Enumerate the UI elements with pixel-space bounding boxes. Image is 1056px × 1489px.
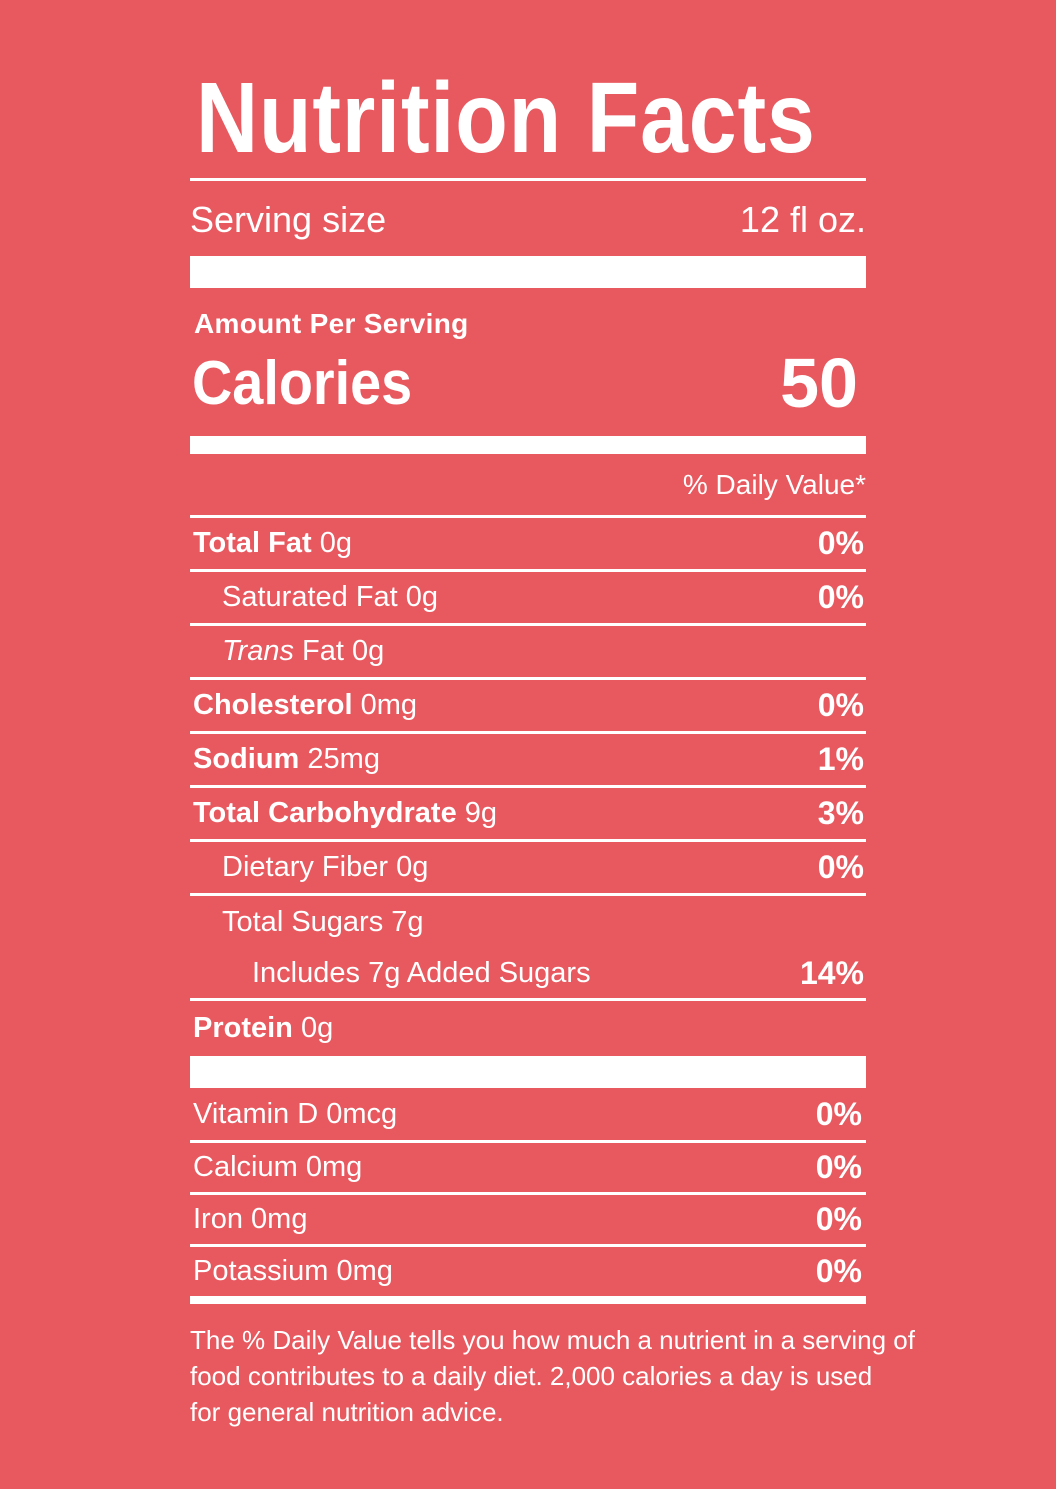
vitamin-name: Potassium <box>193 1255 329 1287</box>
nutrient-name: Total Carbohydrate <box>193 797 457 829</box>
vitamin-amount: 0mg <box>251 1203 308 1235</box>
nutrient-name: Saturated Fat <box>222 581 398 613</box>
divider <box>190 1140 866 1143</box>
medium-divider <box>190 1296 866 1304</box>
nutrient-name-suffix: Fat <box>302 635 344 667</box>
vitamin-dv: 0% <box>815 1201 862 1237</box>
nutrient-name: Cholesterol <box>193 689 353 721</box>
divider <box>190 839 866 842</box>
nutrient-amount: 0g <box>300 1011 334 1044</box>
label-title: Nutrition Facts <box>196 62 816 174</box>
calories-label: Calories <box>192 348 413 418</box>
divider <box>190 569 866 572</box>
nutrition-facts-label: Nutrition Facts Serving size 12 fl oz. A… <box>190 62 915 1430</box>
calories-value: 50 <box>780 344 858 422</box>
nutrient-row-total-sugars: Total Sugars 7g <box>190 896 866 948</box>
nutrient-name: Includes 7g Added Sugars <box>252 956 591 989</box>
nutrient-name: Dietary Fiber <box>222 851 388 883</box>
nutrient-amount: 9g <box>464 797 498 829</box>
divider <box>190 178 866 181</box>
nutrient-amount: 0g <box>396 851 429 883</box>
nutrient-name: Sodium <box>193 743 300 775</box>
nutrient-row-trans-fat: Trans Fat 0g <box>190 626 866 677</box>
serving-size-value: 12 fl oz. <box>739 198 866 240</box>
nutrient-row-saturated-fat: Saturated Fat 0g 0% <box>190 572 866 623</box>
divider <box>190 515 866 518</box>
nutrient-name: Total Fat <box>193 527 312 559</box>
nutrient-amount: 0g <box>319 527 353 559</box>
vitamin-name: Iron <box>193 1203 243 1235</box>
nutrient-row-added-sugars: Includes 7g Added Sugars 14% <box>190 948 866 998</box>
vitamin-row-vitamin-d: Vitamin D 0mcg 0% <box>190 1088 866 1140</box>
vitamin-amount: 0mcg <box>326 1097 398 1130</box>
nutrient-dv: 0% <box>817 579 864 615</box>
divider <box>190 1244 866 1247</box>
divider <box>190 998 866 1001</box>
thick-divider <box>190 1056 866 1088</box>
nutrient-amount: 0g <box>405 581 439 613</box>
divider <box>190 677 866 680</box>
nutrient-row-cholesterol: Cholesterol 0mg 0% <box>190 680 866 731</box>
medium-divider <box>190 436 866 454</box>
nutrient-amount: 25mg <box>307 743 380 775</box>
nutrient-dv: 3% <box>817 795 864 831</box>
nutrient-row-dietary-fiber: Dietary Fiber 0g 0% <box>190 842 866 893</box>
nutrient-row-sodium: Sodium 25mg 1% <box>190 734 866 785</box>
nutrient-row-protein: Protein 0g <box>190 1001 866 1055</box>
footnote: The % Daily Value tells you how much a n… <box>190 1322 915 1430</box>
daily-value-header: % Daily Value* <box>682 468 866 500</box>
calories-row: Calories 50 <box>190 340 866 426</box>
vitamin-name: Calcium <box>193 1151 298 1183</box>
divider <box>190 623 866 626</box>
vitamin-name: Vitamin D <box>193 1097 319 1130</box>
divider <box>190 785 866 788</box>
vitamin-amount: 0mg <box>305 1151 363 1183</box>
nutrient-amount: 7g <box>391 905 424 938</box>
nutrient-dv: 1% <box>817 741 864 777</box>
divider <box>190 731 866 734</box>
vitamin-dv: 0% <box>815 1253 862 1289</box>
amount-per-serving: Amount Per Serving <box>194 308 469 339</box>
nutrient-dv: 0% <box>817 687 864 723</box>
nutrient-name: Protein <box>193 1011 293 1044</box>
footnote-line: The % Daily Value tells you how much a n… <box>190 1325 915 1355</box>
nutrient-amount: 0mg <box>360 689 418 721</box>
vitamin-row-iron: Iron 0mg 0% <box>190 1195 866 1244</box>
vitamin-amount: 0mg <box>336 1255 393 1287</box>
nutrient-name: Total Sugars <box>222 905 384 938</box>
nutrient-name: Trans <box>222 635 294 667</box>
vitamin-dv: 0% <box>815 1149 862 1185</box>
vitamin-row-calcium: Calcium 0mg 0% <box>190 1143 866 1192</box>
nutrient-row-total-fat: Total Fat 0g 0% <box>190 518 866 569</box>
serving-size-label: Serving size <box>190 198 387 240</box>
vitamin-dv: 0% <box>815 1095 862 1132</box>
nutrient-dv: 0% <box>817 849 864 885</box>
divider <box>190 893 866 896</box>
nutrient-row-total-carbohydrate: Total Carbohydrate 9g 3% <box>190 788 866 839</box>
nutrient-dv: 14% <box>799 954 864 991</box>
nutrient-dv: 0% <box>817 525 864 561</box>
footnote-line: food contributes to a daily diet. 2,000 … <box>190 1361 873 1391</box>
serving-size-row: Serving size 12 fl oz. <box>190 181 866 256</box>
footnote-line: for general nutrition advice. <box>190 1397 504 1427</box>
thick-divider <box>190 256 866 288</box>
vitamin-row-potassium: Potassium 0mg 0% <box>190 1247 866 1296</box>
nutrient-amount: 0g <box>352 635 385 667</box>
divider <box>190 1192 866 1195</box>
